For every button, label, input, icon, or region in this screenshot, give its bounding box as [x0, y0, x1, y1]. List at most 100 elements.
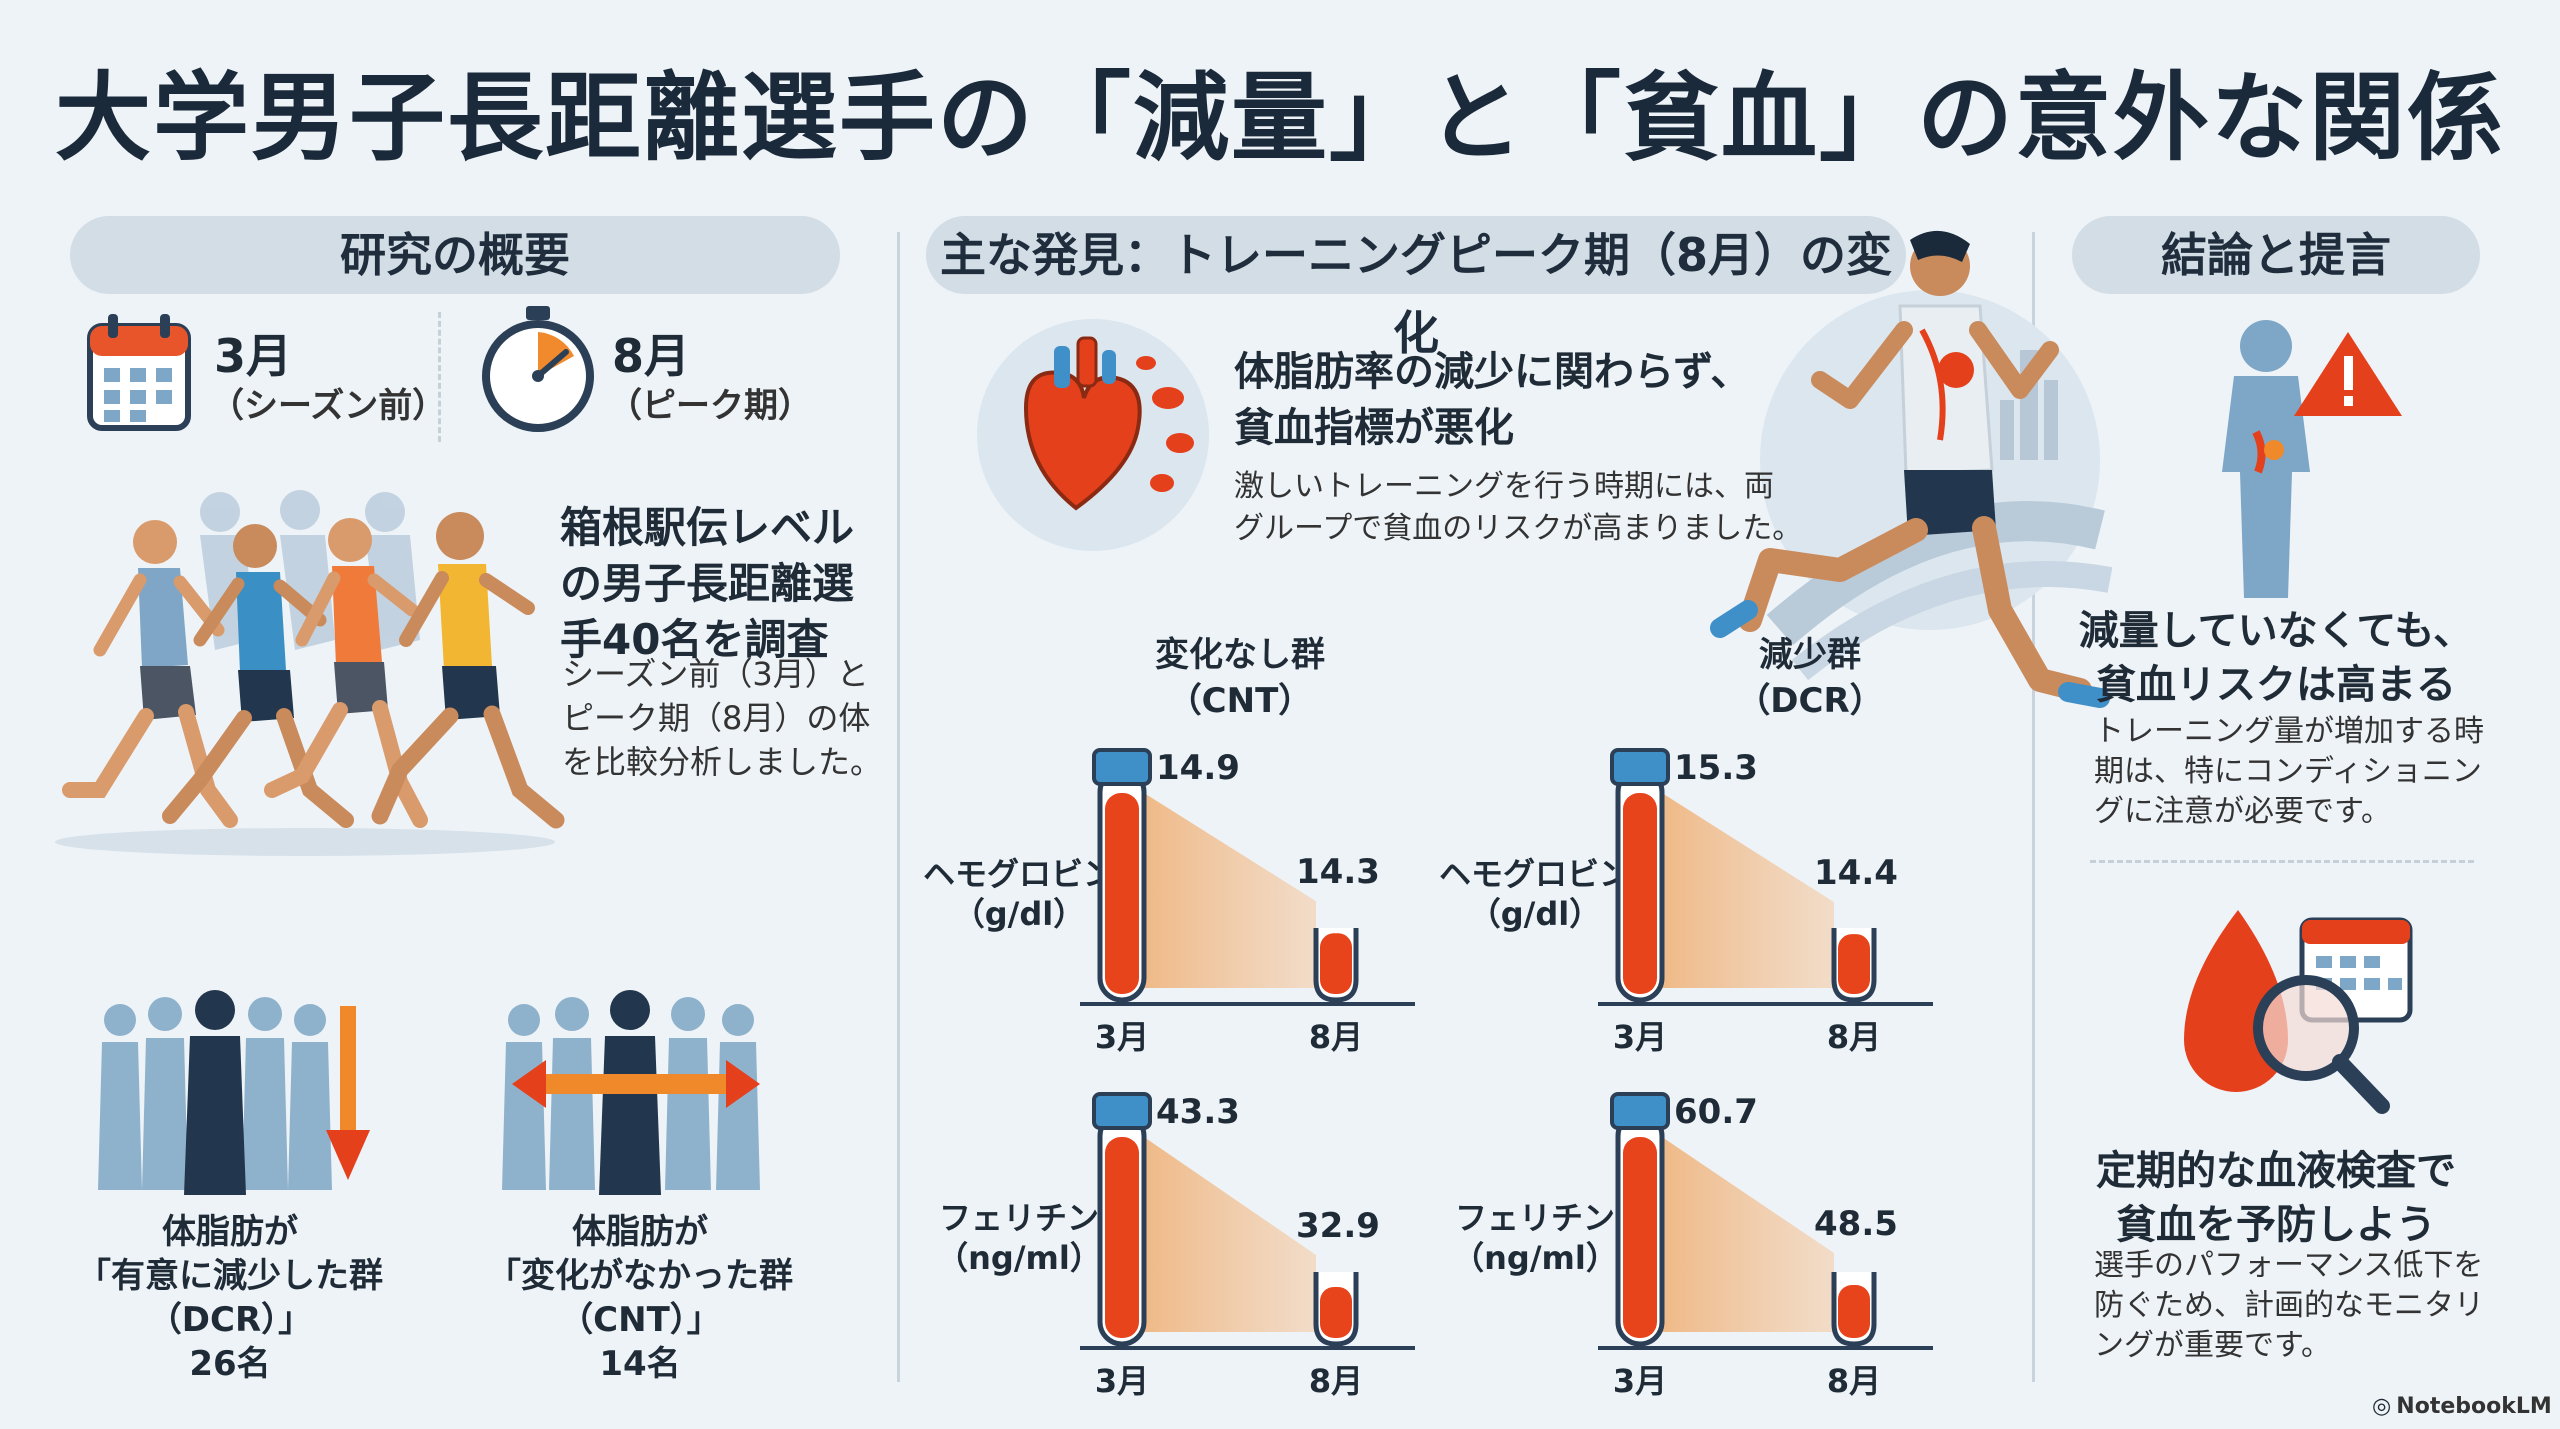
cnt-count: 14名 [599, 1344, 681, 1384]
finding-headline: 体脂肪率の減少に関わらず、 貧血指標が悪化 [1234, 344, 1794, 456]
trend-area [1662, 1137, 1834, 1332]
conclusion-1-desc-line: トレーニング量が増加する時 [2094, 714, 2484, 749]
finding-desc-line: 激しいトレーニングを行う時期には、両 [1234, 469, 1774, 504]
conclusion-2-title-line: 貧血を予防しよう [2116, 1202, 2436, 1248]
notebooklm-logo: ◎ NotebookLM [2372, 1394, 2552, 1419]
section-header-findings: 主な発見：トレーニングピーク期（8月）の変化 [926, 216, 1906, 360]
march-note: （シーズン前） [210, 386, 447, 426]
cnt-column-label: 変化なし群 （CNT） [1120, 632, 1360, 724]
tick-label-august: 8月 [1827, 1362, 1881, 1400]
march-label: 3月 [214, 329, 293, 383]
fer-label-unit: （ng/ml） [1452, 1239, 1618, 1277]
desc-line: シーズン前（3月）と [562, 655, 869, 693]
column-divider-right [2032, 232, 2035, 1382]
runner-anatomy-illustration [1710, 230, 2113, 708]
desc-line: を比較分析しました。 [562, 743, 883, 781]
cnt-line: （CNT）」 [559, 1300, 721, 1340]
study-line: の男子長距離選 [560, 559, 855, 608]
cnt-column-label-line: 変化なし群 [1155, 635, 1325, 675]
study-summary: 箱根駅伝レベル の男子長距離選 手40名を調査 [560, 500, 890, 668]
fer-label-cnt: フェリチン （ng/ml） [904, 1198, 1134, 1278]
bar-march [1105, 1137, 1139, 1338]
bar-august [1320, 1286, 1352, 1338]
tube-cap [1610, 1092, 1670, 1130]
study-line: 手40名を調査 [560, 615, 829, 664]
stopwatch-icon [482, 306, 594, 432]
tick-label-march: 3月 [1095, 1362, 1149, 1400]
august-note: （ピーク期） [608, 386, 812, 426]
notebooklm-label: NotebookLM [2396, 1394, 2552, 1419]
fer-cnt-chart: 43.3 32.9 3月 8月 [1080, 1092, 1415, 1400]
tick-label-march: 3月 [1095, 1018, 1149, 1056]
blood-test-icon [2184, 910, 2413, 1114]
tick-label-august: 8月 [1827, 1018, 1881, 1056]
cnt-people-icon [502, 990, 760, 1195]
dcr-column-label-line: （DCR） [1736, 681, 1884, 721]
hb-label-unit: （g/dl） [1468, 895, 1602, 933]
tick-label-march: 3月 [1613, 1362, 1667, 1400]
value-label-august: 32.9 [1296, 1206, 1380, 1246]
finding-line: 貧血指標が悪化 [1234, 405, 1514, 451]
dcr-line: 「有意に減少した群 [77, 1256, 383, 1296]
dcr-line: 体脂肪が [162, 1212, 298, 1252]
fer-label-text: フェリチン [938, 1199, 1099, 1237]
tick-label-march: 3月 [1613, 1018, 1667, 1056]
trend-area [1662, 793, 1834, 988]
bar-march [1623, 1137, 1657, 1338]
finding-desc-line: グループで貧血のリスクが高まりました。 [1234, 511, 1803, 546]
fer-label-unit: （ng/ml） [936, 1239, 1102, 1277]
conclusion-2-title: 定期的な血液検査で 貧血を予防しよう [2052, 1144, 2500, 1252]
bar-march [1105, 793, 1139, 994]
conclusion-2-title-line: 定期的な血液検査で [2096, 1148, 2456, 1194]
value-label-march: 60.7 [1674, 1092, 1758, 1132]
dashed-separator [438, 312, 441, 442]
bar-august [1320, 933, 1352, 994]
hb-label-unit: （g/dl） [952, 895, 1086, 933]
finding-line: 体脂肪率の減少に関わらず、 [1234, 349, 1751, 395]
august-label: 8月 [612, 329, 691, 383]
conclusion-2-desc-line: ングが重要です。 [2094, 1328, 2331, 1363]
hb-dcr-chart: 15.3 14.4 3月 8月 [1598, 748, 1933, 1056]
dcr-line: （DCR）」 [147, 1300, 313, 1340]
heart-icon [977, 319, 1209, 551]
hb-cnt-chart: 14.9 14.3 3月 8月 [1080, 748, 1415, 1056]
section-header-overview: 研究の概要 [70, 216, 840, 294]
fer-label-text: フェリチン [1454, 1199, 1615, 1237]
bar-august [1838, 934, 1870, 994]
runners-illustration [55, 490, 565, 856]
body-warning-icon [2222, 320, 2402, 598]
tick-label-august: 8月 [1309, 1362, 1363, 1400]
hb-label-dcr: ヘモグロビン （g/dl） [1420, 854, 1650, 934]
conclusion-1-title-line: 貧血リスクは高まる [2096, 662, 2456, 708]
conclusion-2-desc-line: 防ぐため、計画的なモニタリ [2094, 1288, 2484, 1323]
trend-area [1144, 1137, 1316, 1332]
conclusion-1-title: 減量していなくても、 貧血リスクは高まる [2052, 604, 2500, 712]
section-header-conclusion: 結論と提言 [2072, 216, 2480, 294]
cnt-column-label-line: （CNT） [1167, 681, 1313, 721]
dcr-column-label: 減少群 （DCR） [1660, 632, 1960, 724]
dcr-count: 26名 [189, 1344, 271, 1384]
bar-march [1623, 793, 1657, 994]
value-label-august: 48.5 [1814, 1204, 1898, 1244]
calendar-icon [87, 314, 191, 431]
desc-line: ピーク期（8月）の体 [562, 699, 871, 737]
conclusion-1-desc-line: グに注意が必要です。 [2094, 794, 2391, 829]
value-label-august: 14.3 [1296, 852, 1380, 892]
dcr-people-icon [98, 990, 370, 1195]
trend-area [1144, 793, 1316, 988]
notebooklm-icon: ◎ [2372, 1394, 2392, 1419]
fer-dcr-chart: 60.7 48.5 3月 8月 [1598, 1092, 1933, 1400]
study-line: 箱根駅伝レベル [560, 503, 855, 552]
tick-label-august: 8月 [1309, 1018, 1363, 1056]
value-label-march: 43.3 [1156, 1092, 1240, 1132]
conclusion-1-description: トレーニング量が増加する時 期は、特にコンディショニン グに注意が必要です。 [2094, 712, 2514, 832]
value-label-march: 15.3 [1674, 748, 1758, 788]
column-divider-left [897, 232, 900, 1382]
cnt-line: 体脂肪が [572, 1212, 708, 1252]
hb-label-text: ヘモグロビン [922, 855, 1115, 893]
study-description: シーズン前（3月）と ピーク期（8月）の体 を比較分析しました。 [562, 652, 892, 784]
tube-cap [1610, 748, 1670, 786]
conclusion-1-desc-line: 期は、特にコンディショニン [2094, 754, 2482, 789]
cnt-group-label: 体脂肪が 「変化がなかった群 （CNT）」 14名 [470, 1210, 810, 1386]
tube-cap [1092, 1092, 1152, 1130]
